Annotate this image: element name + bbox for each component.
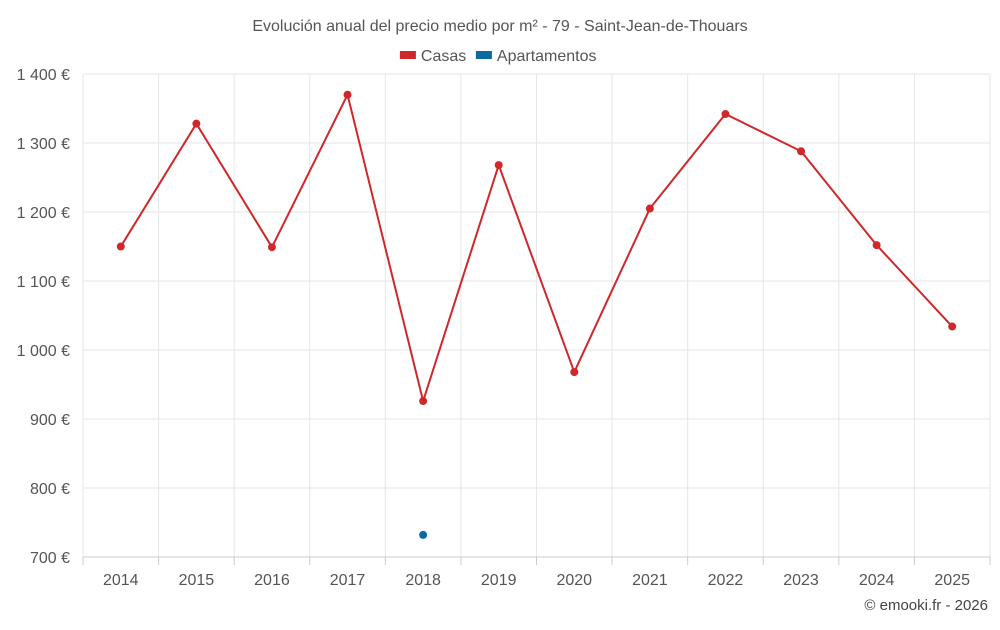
legend-label: Casas — [421, 48, 466, 65]
legend-label: Apartamentos — [497, 48, 597, 65]
x-tick-label: 2023 — [783, 572, 819, 589]
y-tick-label: 700 € — [30, 550, 70, 567]
y-tick-label: 1 100 € — [17, 274, 70, 291]
x-tick-label: 2025 — [934, 572, 970, 589]
chart-title: Evolución anual del precio medio por m² … — [252, 18, 747, 35]
x-axis: 2014 2015 2016 2017 2018 2019 2020 2021 2022 2023… — [82, 556, 991, 589]
data-point-casas[interactable] — [343, 90, 352, 99]
data-point-casas[interactable] — [797, 147, 806, 156]
x-tick-label: 2015 — [179, 572, 215, 589]
y-axis: 700 € 800 € 900 € 1 000 € 1 100 € 1 200 € 1 30… — [17, 67, 70, 567]
series-layer — [116, 90, 957, 539]
legend-swatch — [475, 51, 492, 59]
x-tick-label: 2021 — [632, 572, 668, 589]
data-point-casas[interactable] — [267, 243, 276, 252]
data-point-casas[interactable] — [721, 110, 730, 119]
series-casas — [116, 90, 957, 406]
x-tick-label: 2018 — [405, 572, 441, 589]
data-point-casas[interactable] — [570, 368, 579, 377]
x-tick-label: 2022 — [708, 572, 744, 589]
y-tick-label: 900 € — [30, 412, 70, 429]
y-tick-label: 1 400 € — [17, 67, 70, 84]
series-line-casas — [119, 93, 953, 403]
data-point-casas[interactable] — [872, 241, 881, 250]
data-point-casas[interactable] — [116, 242, 125, 251]
legend-swatch — [399, 51, 416, 59]
data-point-casas[interactable] — [948, 322, 957, 331]
data-point-casas[interactable] — [419, 397, 428, 406]
series-apartamentos — [419, 530, 428, 539]
x-tick-label: 2024 — [859, 572, 895, 589]
data-point-casas[interactable] — [192, 119, 201, 128]
x-tick-label: 2017 — [330, 572, 366, 589]
y-tick-label: 1 000 € — [17, 343, 70, 360]
data-point-apartamentos[interactable] — [419, 530, 428, 539]
y-tick-label: 1 300 € — [17, 136, 70, 153]
legend-item-casas[interactable]: Casas — [399, 48, 466, 65]
data-point-casas[interactable] — [494, 161, 503, 170]
data-point-casas[interactable] — [645, 204, 654, 213]
x-tick-label: 2014 — [103, 572, 139, 589]
credit-text: © emooki.fr - 2026 — [864, 597, 988, 614]
x-tick-label: 2016 — [254, 572, 290, 589]
legend: Casas Apartamentos — [399, 48, 597, 65]
x-tick-label: 2020 — [556, 572, 592, 589]
gridlines — [82, 73, 991, 558]
y-tick-label: 1 200 € — [17, 205, 70, 222]
y-tick-label: 800 € — [30, 481, 70, 498]
x-tick-label: 2019 — [481, 572, 517, 589]
legend-item-apartamentos[interactable]: Apartamentos — [475, 48, 597, 65]
